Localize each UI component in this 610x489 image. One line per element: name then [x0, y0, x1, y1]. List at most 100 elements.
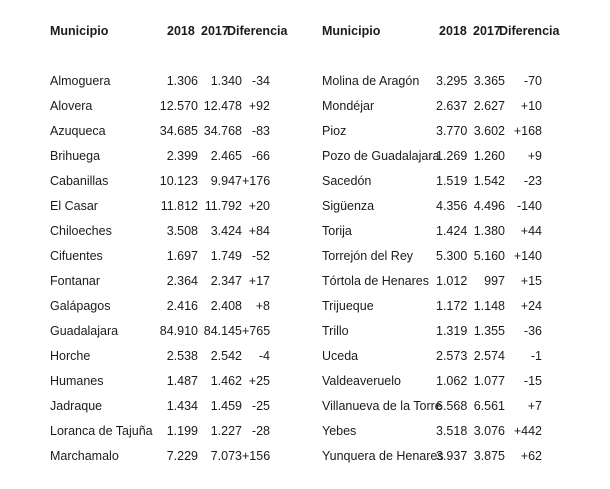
- value-2018-cell: 3.295: [436, 74, 468, 88]
- header-diferencia: Diferencia: [227, 24, 288, 38]
- municipio-cell: Trillo: [322, 324, 349, 338]
- value-2017-cell: 2.627: [473, 99, 505, 113]
- diferencia-cell: +156: [242, 449, 271, 463]
- value-2017-cell: 6.561: [473, 399, 505, 413]
- municipalities-table-right: Municipio 2018 2017 Diferencia Molina de…: [322, 0, 559, 469]
- value-2018-cell: 84.910: [159, 324, 198, 338]
- municipio-cell: Cifuentes: [50, 249, 103, 263]
- diferencia-cell: -28: [251, 424, 270, 438]
- table-row: Pozo de Guadalajara 1.269 1.260 +9: [322, 144, 542, 169]
- municipio-cell: Azuqueca: [50, 124, 106, 138]
- diferencia-cell: -140: [516, 199, 542, 213]
- municipio-cell: Uceda: [322, 349, 359, 363]
- value-2017-cell: 3.365: [473, 74, 505, 88]
- municipio-cell: Trijueque: [322, 299, 374, 313]
- table-row: Brihuega 2.399 2.465 -66: [50, 144, 270, 169]
- table-row: Horche 2.538 2.542 -4: [50, 344, 270, 369]
- value-2017-cell: 1.462: [210, 374, 242, 388]
- value-2017-cell: 34.768: [203, 124, 242, 138]
- municipio-cell: Brihuega: [50, 149, 101, 163]
- municipio-cell: Jadraque: [50, 399, 103, 413]
- table-row: Trillo 1.319 1.355 -36: [322, 319, 542, 344]
- value-2017-cell: 1.148: [473, 299, 505, 313]
- table-row: Torrejón del Rey 5.300 5.160 +140: [322, 244, 542, 269]
- value-2017-cell: 1.542: [473, 174, 505, 188]
- header-2018: 2018: [439, 24, 467, 38]
- value-2018-cell: 2.364: [166, 274, 198, 288]
- municipio-cell: Tórtola de Henares: [322, 274, 430, 288]
- value-2017-cell: 1.355: [473, 324, 505, 338]
- value-2017-cell: 3.424: [210, 224, 242, 238]
- value-2018-cell: 2.637: [436, 99, 468, 113]
- municipio-cell: Torrejón del Rey: [322, 249, 414, 263]
- value-2018-cell: 10.123: [159, 174, 198, 188]
- diferencia-cell: -70: [523, 74, 542, 88]
- table-row: Loranca de Tajuña 1.199 1.227 -28: [50, 419, 270, 444]
- value-2017-cell: 2.465: [210, 149, 242, 163]
- value-2018-cell: 1.306: [166, 74, 198, 88]
- diferencia-cell: +765: [242, 324, 271, 338]
- municipio-cell: Humanes: [50, 374, 104, 388]
- header-2018: 2018: [167, 24, 195, 38]
- table-row: Torija 1.424 1.380 +44: [322, 219, 542, 244]
- municipio-cell: Marchamalo: [50, 449, 119, 463]
- value-2018-cell: 1.424: [436, 224, 468, 238]
- value-2017-cell: 1.340: [210, 74, 242, 88]
- value-2018-cell: 1.199: [166, 424, 198, 438]
- diferencia-cell: -23: [523, 174, 542, 188]
- table-row: Humanes 1.487 1.462 +25: [50, 369, 270, 394]
- table-row: Yunquera de Henares 3.937 3.875 +62: [322, 444, 542, 469]
- diferencia-cell: +442: [513, 424, 542, 438]
- table-row: El Casar 11.812 11.792 +20: [50, 194, 270, 219]
- diferencia-cell: -15: [523, 374, 542, 388]
- value-2017-cell: 1.380: [473, 224, 505, 238]
- table-row: Trijueque 1.172 1.148 +24: [322, 294, 542, 319]
- municipio-cell: El Casar: [50, 199, 98, 213]
- value-2018-cell: 3.518: [436, 424, 468, 438]
- diferencia-cell: +140: [513, 249, 542, 263]
- diferencia-cell: +92: [248, 99, 270, 113]
- municipio-cell: Sacedón: [322, 174, 372, 188]
- table-row: Uceda 2.573 2.574 -1: [322, 344, 542, 369]
- table-row: Molina de Aragón 3.295 3.365 -70: [322, 69, 542, 94]
- header-municipio: Municipio: [50, 24, 109, 38]
- value-2017-cell: 84.145: [203, 324, 242, 338]
- table-row: Alovera 12.570 12.478 +92: [50, 94, 270, 119]
- value-2018-cell: 2.416: [166, 299, 198, 313]
- value-2018-cell: 1.269: [436, 149, 468, 163]
- diferencia-cell: -34: [251, 74, 270, 88]
- value-2017-cell: 1.077: [473, 374, 505, 388]
- table-row: Cabanillas 10.123 9.947 +176: [50, 169, 270, 194]
- value-2017-cell: 9.947: [210, 174, 242, 188]
- diferencia-cell: +62: [520, 449, 542, 463]
- municipio-cell: Sigüenza: [322, 199, 375, 213]
- value-2017-cell: 1.227: [210, 424, 242, 438]
- value-2018-cell: 1.434: [166, 399, 198, 413]
- municipio-cell: Cabanillas: [50, 174, 109, 188]
- diferencia-cell: +9: [527, 149, 542, 163]
- diferencia-cell: +7: [527, 399, 542, 413]
- municipio-cell: Pozo de Guadalajara: [322, 149, 440, 163]
- value-2018-cell: 34.685: [159, 124, 198, 138]
- value-2018-cell: 7.229: [166, 449, 198, 463]
- diferencia-cell: +168: [513, 124, 542, 138]
- municipio-cell: Almoguera: [50, 74, 111, 88]
- municipio-cell: Alovera: [50, 99, 93, 113]
- diferencia-cell: -4: [258, 349, 270, 363]
- table-row: Valdeaveruelo 1.062 1.077 -15: [322, 369, 542, 394]
- municipio-cell: Mondéjar: [322, 99, 375, 113]
- table-rows-left: Almoguera 1.306 1.340 -34 Alovera 12.570 12.47…: [50, 69, 270, 469]
- value-2018-cell: 6.568: [436, 399, 468, 413]
- value-2018-cell: 1.697: [166, 249, 198, 263]
- diferencia-cell: +20: [248, 199, 270, 213]
- value-2018-cell: 3.508: [166, 224, 198, 238]
- header-diferencia: Diferencia: [499, 24, 560, 38]
- value-2018-cell: 5.300: [436, 249, 468, 263]
- value-2018-cell: 2.538: [166, 349, 198, 363]
- diferencia-cell: +25: [248, 374, 270, 388]
- value-2017-cell: 12.478: [203, 99, 242, 113]
- table-row: Marchamalo 7.229 7.073 +156: [50, 444, 270, 469]
- value-2018-cell: 3.937: [436, 449, 468, 463]
- municipio-cell: Valdeaveruelo: [322, 374, 401, 388]
